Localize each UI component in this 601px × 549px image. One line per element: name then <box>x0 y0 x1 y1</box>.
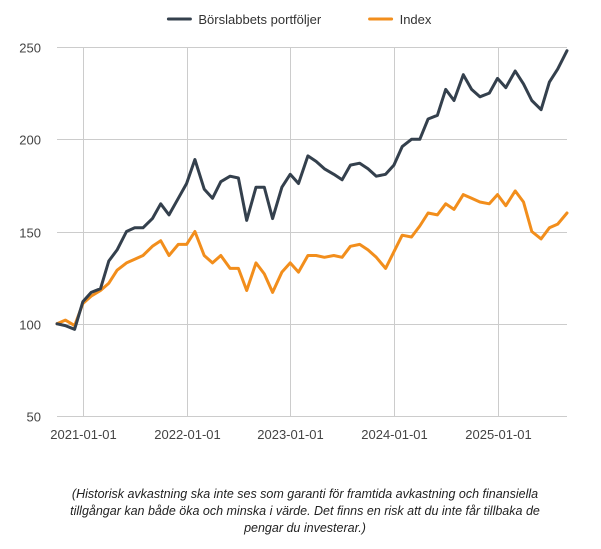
series-line-index[interactable] <box>55 189 569 328</box>
x-tick-label: 2022-01-01 <box>154 427 221 442</box>
line-chart: Börslabbets portföljer Index 50 100 150 200 2… <box>19 12 569 442</box>
legend-item-portfolio[interactable]: Börslabbets portföljer <box>166 12 322 27</box>
y-tick-label: 250 <box>19 41 41 56</box>
legend-label: Index <box>400 12 432 27</box>
x-axis-ticks: 2021-01-01 2022-01-01 2023-01-01 2024-01-01… <box>50 427 532 442</box>
series-line-portfolio[interactable] <box>55 49 569 331</box>
legend-label: Börslabbets portföljer <box>198 12 322 27</box>
y-tick-label: 200 <box>19 133 41 148</box>
x-tick-label: 2025-01-01 <box>465 427 532 442</box>
legend[interactable]: Börslabbets portföljer Index <box>166 12 432 27</box>
x-tick-label: 2023-01-01 <box>257 427 324 442</box>
legend-item-index[interactable]: Index <box>368 12 432 27</box>
y-tick-label: 100 <box>19 318 41 333</box>
y-axis-ticks: 50 100 150 200 250 <box>19 41 41 425</box>
disclaimer-text: (Historisk avkastning ska inte ses som g… <box>70 487 540 535</box>
series-lines[interactable] <box>55 49 569 331</box>
x-tick-label: 2024-01-01 <box>361 427 428 442</box>
grid-lines <box>57 47 567 417</box>
chart-container: Börslabbets portföljer Index 50 100 150 200 2… <box>19 12 569 442</box>
y-tick-label: 50 <box>27 410 41 425</box>
x-tick-label: 2021-01-01 <box>50 427 117 442</box>
y-tick-label: 150 <box>19 226 41 241</box>
